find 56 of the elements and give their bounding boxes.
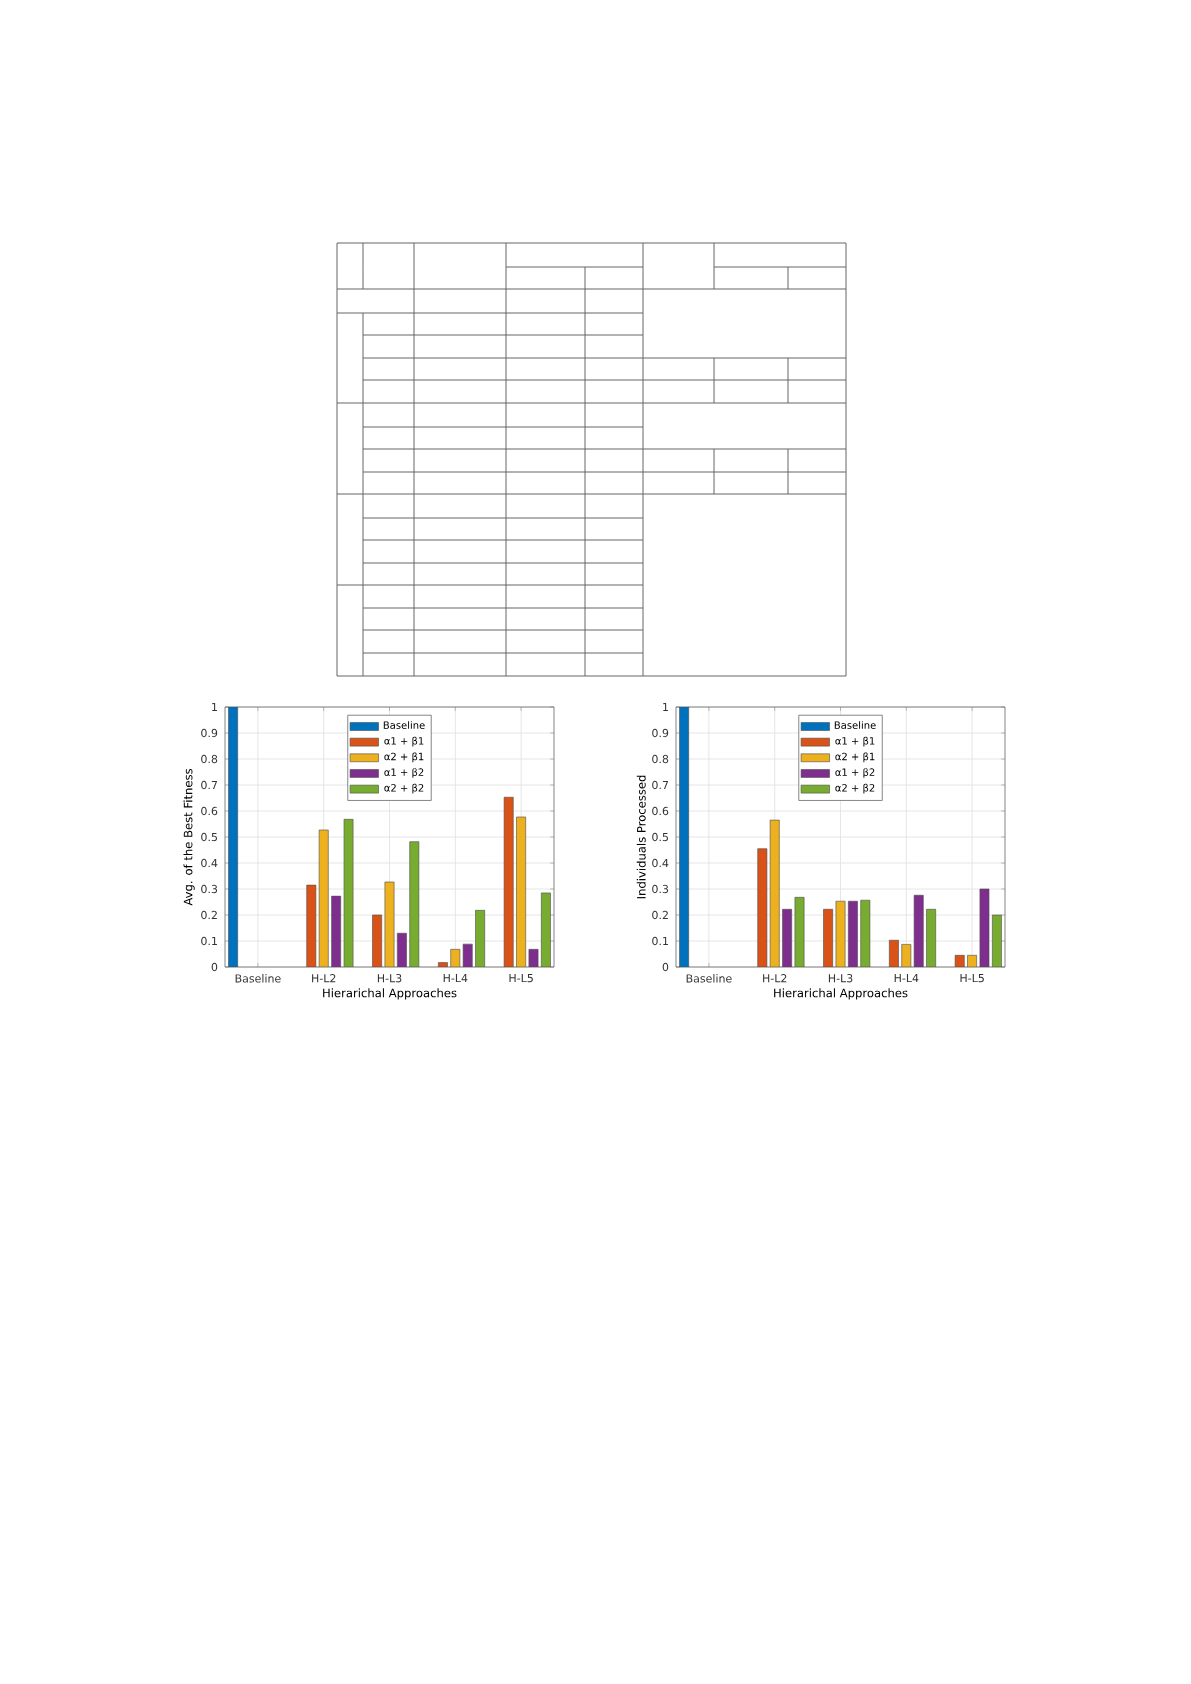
- x-tick-label: H-L2: [763, 974, 787, 983]
- x-tick-label: H-L4: [443, 974, 468, 983]
- legend-label: α1 + β2: [384, 768, 424, 778]
- x-axis-title: Hierarichal Approaches: [774, 988, 908, 1000]
- y-tick-label: 0.1: [652, 936, 668, 946]
- legend-label: α1 + β2: [835, 768, 875, 778]
- bar: [889, 939, 899, 968]
- y-tick-label: 1: [212, 702, 217, 712]
- bar: [967, 955, 978, 968]
- y-tick-label: 0.2: [652, 910, 668, 920]
- bar: [823, 908, 834, 968]
- legend-label: α1 + β1: [384, 736, 424, 747]
- bar: [954, 955, 965, 968]
- legend-label: Baseline: [834, 721, 876, 729]
- legend-label: Baseline: [383, 721, 425, 729]
- y-tick-label: 0.5: [652, 832, 668, 842]
- y-tick-label: 0.3: [652, 884, 669, 894]
- y-tick-label: 0: [662, 962, 669, 972]
- bar: [848, 900, 858, 968]
- legend-label: α1 + β1: [835, 736, 875, 747]
- bar: [835, 900, 846, 968]
- legend-label: α2 + β2: [384, 783, 424, 794]
- legend-label: α2 + β1: [835, 752, 875, 763]
- x-tick-label: Baseline: [686, 974, 732, 983]
- bar: [679, 707, 690, 968]
- y-tick-label: 0.4: [652, 858, 669, 868]
- x-tick-label: H-L3: [377, 974, 402, 983]
- x-tick-label: H-L2: [312, 974, 336, 983]
- y-tick-label: 1: [663, 702, 668, 712]
- x-tick-label: H-L4: [894, 974, 919, 983]
- y-tick-label: 0.7: [201, 780, 217, 790]
- y-tick-label: 0.2: [201, 910, 217, 920]
- y-axis-title: Individuals Processed: [636, 775, 646, 899]
- y-tick-label: 0.4: [201, 858, 218, 868]
- y-tick-label: 0.8: [652, 754, 669, 764]
- y-tick-label: 0.7: [652, 780, 668, 790]
- legend-label: α2 + β2: [835, 783, 875, 794]
- bar: [228, 707, 238, 968]
- x-tick-label: H-L5: [960, 974, 984, 983]
- y-tick-label: 0.3: [201, 884, 218, 894]
- x-tick-label: H-L5: [509, 974, 533, 983]
- x-tick-label: H-L3: [828, 974, 853, 983]
- y-tick-label: 0.6: [652, 806, 669, 816]
- y-tick-label: 0.8: [201, 754, 218, 764]
- y-tick-label: 0.1: [201, 936, 217, 946]
- legend-label: α2 + β1: [384, 752, 424, 763]
- y-tick-label: 0.9: [652, 728, 669, 738]
- x-tick-label: Baseline: [235, 974, 281, 983]
- bar: [782, 908, 793, 968]
- y-tick-label: 0: [211, 962, 218, 972]
- x-axis-title: Hierarichal Approaches: [323, 988, 457, 1000]
- y-axis-title: Avg. of the Best Fitness: [183, 768, 195, 906]
- y-tick-label: 0.9: [201, 728, 218, 738]
- y-tick-label: 0.6: [201, 806, 218, 816]
- bar: [979, 888, 990, 968]
- y-tick-label: 0.5: [201, 832, 217, 842]
